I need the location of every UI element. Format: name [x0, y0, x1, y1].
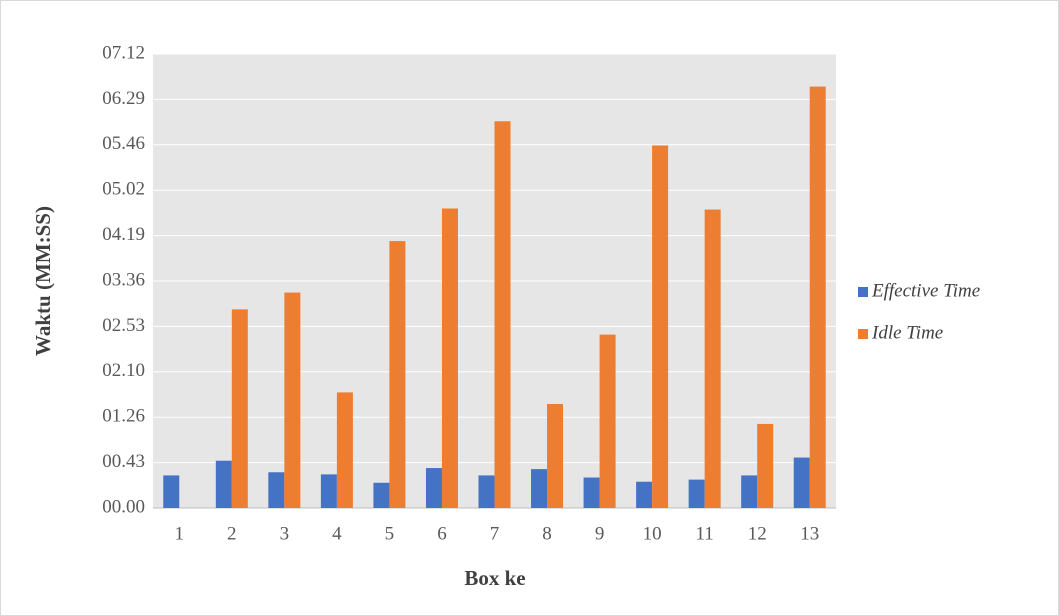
y-tick-label: 01.26	[102, 406, 145, 427]
y-tick-label: 02.10	[102, 360, 145, 381]
x-tick-label: 12	[748, 523, 767, 544]
y-axis-title: Waktu (MM:SS)	[31, 206, 55, 356]
x-tick-label: 6	[437, 523, 447, 544]
bar	[231, 309, 248, 508]
y-tick-label: 06.29	[102, 88, 145, 109]
x-tick-label: 7	[490, 523, 500, 544]
bar	[389, 241, 406, 508]
y-tick-label: 07.12	[102, 42, 145, 63]
x-tick-label: 8	[542, 523, 552, 544]
x-tick-label: 3	[280, 523, 290, 544]
legend-label: Idle Time	[871, 322, 943, 343]
bar	[215, 460, 232, 508]
bar	[547, 403, 564, 508]
bar	[652, 145, 669, 509]
legend-label: Effective Time	[871, 280, 980, 301]
x-tick-label: 4	[332, 523, 342, 544]
bar	[441, 208, 458, 508]
y-tick-label: 00.00	[102, 496, 145, 517]
x-tick-label: 13	[800, 523, 819, 544]
bar	[373, 482, 390, 508]
bar	[163, 475, 180, 508]
y-tick-label: 04.19	[102, 224, 145, 245]
x-tick-label: 2	[227, 523, 237, 544]
bar	[599, 334, 616, 508]
bar	[741, 475, 758, 508]
y-tick-label: 03.36	[102, 269, 145, 290]
x-tick-label: 1	[175, 523, 185, 544]
bar	[494, 121, 511, 508]
bar	[336, 392, 353, 508]
bar	[531, 469, 548, 508]
legend-swatch	[858, 329, 868, 339]
bar	[793, 457, 810, 508]
bar	[583, 477, 600, 508]
bar	[425, 468, 442, 508]
y-tick-label: 00.43	[102, 451, 145, 472]
x-tick-label: 9	[595, 523, 605, 544]
bar	[320, 474, 337, 508]
x-tick-label: 11	[696, 523, 714, 544]
bar	[757, 423, 774, 508]
bar	[688, 479, 705, 508]
bar	[478, 475, 495, 508]
y-tick-label: 05.46	[102, 133, 145, 154]
x-axis-title: Box ke	[464, 566, 525, 590]
x-tick-label: 10	[643, 523, 662, 544]
bar	[636, 481, 653, 508]
y-tick-label: 02.53	[102, 315, 145, 336]
bar	[809, 86, 826, 508]
bar	[704, 209, 721, 508]
x-tick-label: 5	[385, 523, 395, 544]
bar	[268, 472, 285, 508]
y-tick-label: 05.02	[102, 179, 145, 200]
bar	[284, 292, 301, 508]
legend-swatch	[858, 287, 868, 297]
